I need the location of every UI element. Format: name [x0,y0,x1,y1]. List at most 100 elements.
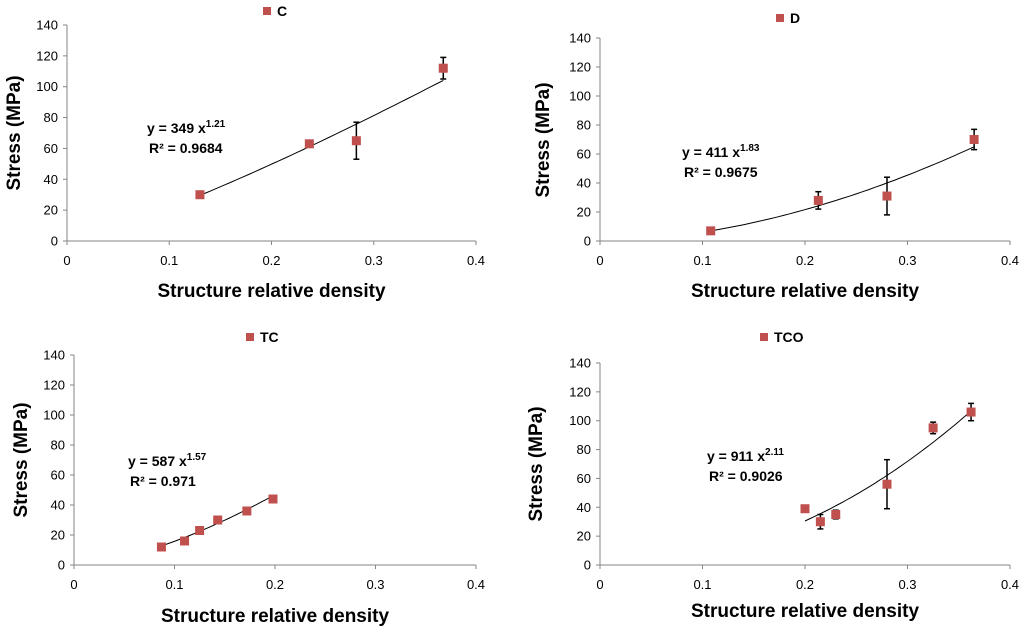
fit-equation-body: y = 349 x [147,120,206,136]
data-point [351,136,361,146]
x-tick-label: 0 [596,577,603,592]
data-point [882,479,892,489]
trendline [710,146,975,232]
y-tick-label: 140 [36,18,58,33]
y-tick-label: 100 [569,413,591,428]
fit-equation: y = 411 x1.83 [682,143,760,160]
legend-marker [776,14,784,22]
y-tick-label: 20 [51,528,65,543]
data-point [438,63,448,73]
data-point [928,423,938,433]
x-axis-label: Structure relative density [691,601,920,622]
fit-equation-exponent: 1.83 [740,143,760,154]
y-tick-label: 100 [43,408,65,423]
x-tick-label: 0.4 [1001,253,1019,268]
data-point [213,515,223,525]
legend-label: TCO [774,329,804,345]
chart-tc: 0 20 40 60 80 100 120 140 0 0.1 0.2 0.3 0.4 Structure… [11,329,485,627]
fit-equation-exponent: 2.11 [765,447,784,458]
x-tick-label: 0 [70,577,77,592]
y-axis-label: Stress (MPa) [533,82,554,197]
fit-r-squared: R² = 0.971 [130,473,196,489]
y-tick-label: 0 [584,234,591,249]
y-tick-label: 40 [577,176,591,191]
data-point [966,407,976,417]
y-axis-label: Stress (MPa) [526,406,547,521]
fit-equation-exponent: 1.57 [187,452,207,463]
y-tick-label: 120 [569,60,591,75]
x-axis-label: Structure relative density [157,281,386,302]
fit-equation-body: y = 411 x [682,144,740,160]
fit-equation-body: y = 587 x [128,453,187,469]
trendline [804,410,972,522]
x-tick-label: 0.1 [693,577,711,592]
y-tick-label: 20 [577,205,591,220]
x-tick-label: 0.2 [262,253,280,268]
x-tick-label: 0.3 [365,253,383,268]
data-point [180,536,190,546]
x-tick-label: 0.1 [693,253,711,268]
chart-tco: 0 20 40 60 80 100 120 140 0 0.1 0.2 0.3 0.4 Structure… [526,329,1019,622]
y-tick-label: 40 [44,172,58,187]
x-tick-label: 0.2 [266,577,284,592]
y-tick-label: 0 [58,558,65,573]
data-point [800,504,810,514]
y-tick-label: 120 [569,384,591,399]
fit-r-squared: R² = 0.9026 [709,468,783,484]
y-tick-label: 20 [577,529,591,544]
legend-marker [246,333,254,341]
y-tick-label: 60 [51,468,65,483]
y-tick-label: 60 [577,147,591,162]
data-point [831,510,841,519]
x-tick-label: 0 [596,253,603,268]
y-tick-label: 120 [43,378,65,393]
data-point [882,191,892,201]
y-axis-label: Stress (MPa) [4,75,25,190]
y-tick-label: 80 [51,438,65,453]
data-point [195,526,205,535]
data-point [815,517,825,527]
y-tick-label: 0 [584,558,591,573]
data-point [195,190,205,200]
fit-equation: y = 349 x1.21 [147,119,226,136]
x-tick-label: 0.3 [898,253,916,268]
y-axis-label: Stress (MPa) [11,402,32,517]
y-tick-label: 140 [569,31,591,46]
x-tick-label: 0.1 [160,253,178,268]
chart-d: 0 20 40 60 80 100 120 140 0 0.1 0.2 0.3 0.4 Structure… [533,10,1019,302]
trendline [199,79,444,196]
legend-label: D [790,10,800,26]
y-tick-label: 60 [577,471,591,486]
data-point [304,139,314,149]
legend-label: C [277,3,287,19]
legend-marker [263,7,271,15]
chart-c: 0 20 40 60 80 100 120 140 0 0.1 0.2 0.3 0.4 Structure… [4,3,485,302]
x-axis-label: Structure relative density [161,606,390,627]
x-tick-label: 0 [63,253,70,268]
y-tick-label: 20 [44,203,58,218]
y-tick-label: 40 [51,498,65,513]
data-point [706,226,716,236]
x-tick-label: 0.4 [467,577,485,592]
fit-equation-body: y = 911 x [707,448,765,464]
x-tick-label: 0.4 [467,253,485,268]
legend-marker [760,333,768,341]
y-tick-label: 100 [569,89,591,104]
data-point [242,506,252,516]
y-tick-label: 140 [569,356,591,371]
legend-label: TC [260,329,279,345]
y-tick-label: 80 [44,110,58,125]
data-point [813,195,823,205]
data-point [969,135,979,144]
x-tick-label: 0.2 [796,577,814,592]
y-tick-label: 80 [577,442,591,457]
data-point [156,542,166,552]
y-tick-label: 80 [577,118,591,133]
fit-equation: y = 911 x2.11 [707,447,784,464]
fit-r-squared: R² = 0.9675 [684,164,758,180]
x-tick-label: 0.2 [796,253,814,268]
x-tick-label: 0.4 [1001,577,1019,592]
y-tick-label: 60 [44,141,58,156]
y-tick-label: 40 [577,500,591,515]
